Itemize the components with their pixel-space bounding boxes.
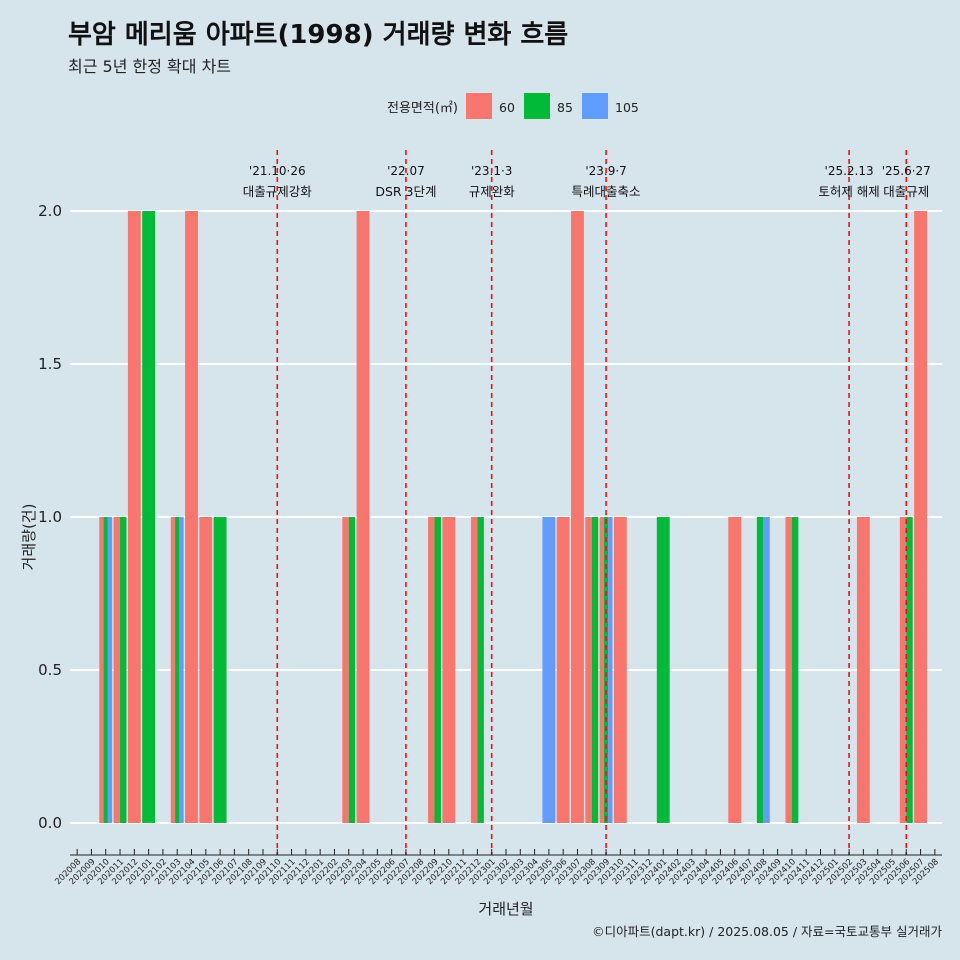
annotation-date: '23.9·7	[585, 164, 626, 178]
bar	[434, 517, 441, 823]
legend-label: 105	[615, 100, 639, 115]
bar	[556, 517, 570, 823]
legend-title: 전용면적(㎡)	[387, 101, 458, 116]
y-tick-label: 0.0	[38, 814, 62, 832]
legend-swatch	[582, 93, 608, 119]
bar	[585, 517, 592, 823]
bars	[99, 211, 927, 823]
bar	[914, 211, 927, 823]
annotation-label: 토허제 해제	[818, 184, 879, 199]
bar	[103, 517, 108, 823]
legend-swatch	[466, 93, 492, 119]
y-tick-label: 1.5	[38, 355, 62, 373]
y-tick-label: 2.0	[38, 202, 62, 220]
bar	[107, 517, 113, 823]
annotation-label: 대출규제	[883, 184, 929, 199]
legend-label: 85	[557, 100, 573, 115]
bar	[185, 211, 198, 823]
bar	[477, 517, 484, 823]
bar	[470, 517, 478, 823]
bar	[348, 517, 356, 823]
source-caption: ©디아파트(dapt.kr) / 2025.08.05 / 자료=국토교통부 실…	[592, 924, 942, 939]
bar	[179, 517, 184, 823]
policy-annotations: '21.10·26 대출규제강화 '22.07 DSR 3단계 '23.1·3 규제완화 '…	[243, 150, 931, 855]
annotation-date: '25.6·27	[882, 164, 931, 178]
bar	[342, 517, 349, 823]
bar	[613, 517, 627, 823]
annotation-label: 규제완화	[469, 184, 516, 199]
bar	[763, 517, 770, 823]
bar	[899, 517, 907, 823]
bar	[856, 517, 870, 823]
bar	[120, 517, 127, 823]
bar	[113, 517, 121, 823]
bar	[608, 517, 613, 823]
chart-title: 부암 메리움 아파트(1998) 거래량 변화 흐름	[68, 20, 569, 50]
annotation-date: '23.1·3	[471, 164, 512, 178]
legend-swatch	[524, 93, 550, 119]
annotation-label: 대출규제강화	[243, 184, 313, 199]
annotation-date: '22.07	[387, 164, 425, 178]
bar	[542, 517, 556, 823]
bar	[356, 211, 370, 823]
bar	[791, 517, 799, 823]
bar	[199, 517, 213, 823]
bar	[571, 211, 584, 823]
bar	[756, 517, 764, 823]
bar	[99, 517, 104, 823]
y-tick-label: 0.5	[38, 661, 62, 679]
legend: 전용면적(㎡) 60 85 105	[387, 93, 639, 119]
chart-subtitle: 최근 5년 한정 확대 차트	[68, 57, 232, 76]
y-axis-title: 거래량(건)	[20, 504, 38, 571]
bar	[785, 517, 792, 823]
bar	[599, 517, 604, 823]
bar	[603, 517, 609, 823]
bar	[213, 517, 227, 823]
bar	[170, 517, 176, 823]
bar	[728, 517, 742, 823]
annotation-label: DSR 3단계	[375, 184, 436, 199]
annotation-date: '25.2.13	[825, 164, 874, 178]
bar	[175, 517, 180, 823]
bar	[442, 517, 456, 823]
bar	[127, 211, 141, 823]
bar	[906, 517, 913, 823]
annotation-label: 특례대출축소	[572, 184, 641, 199]
bar	[656, 517, 670, 823]
y-tick-label: 1.0	[38, 508, 62, 526]
bar	[591, 517, 599, 823]
legend-label: 60	[499, 100, 515, 115]
annotation-date: '21.10·26	[249, 164, 306, 178]
bar	[428, 517, 435, 823]
bar	[142, 211, 156, 823]
x-axis-title: 거래년월	[478, 900, 533, 918]
